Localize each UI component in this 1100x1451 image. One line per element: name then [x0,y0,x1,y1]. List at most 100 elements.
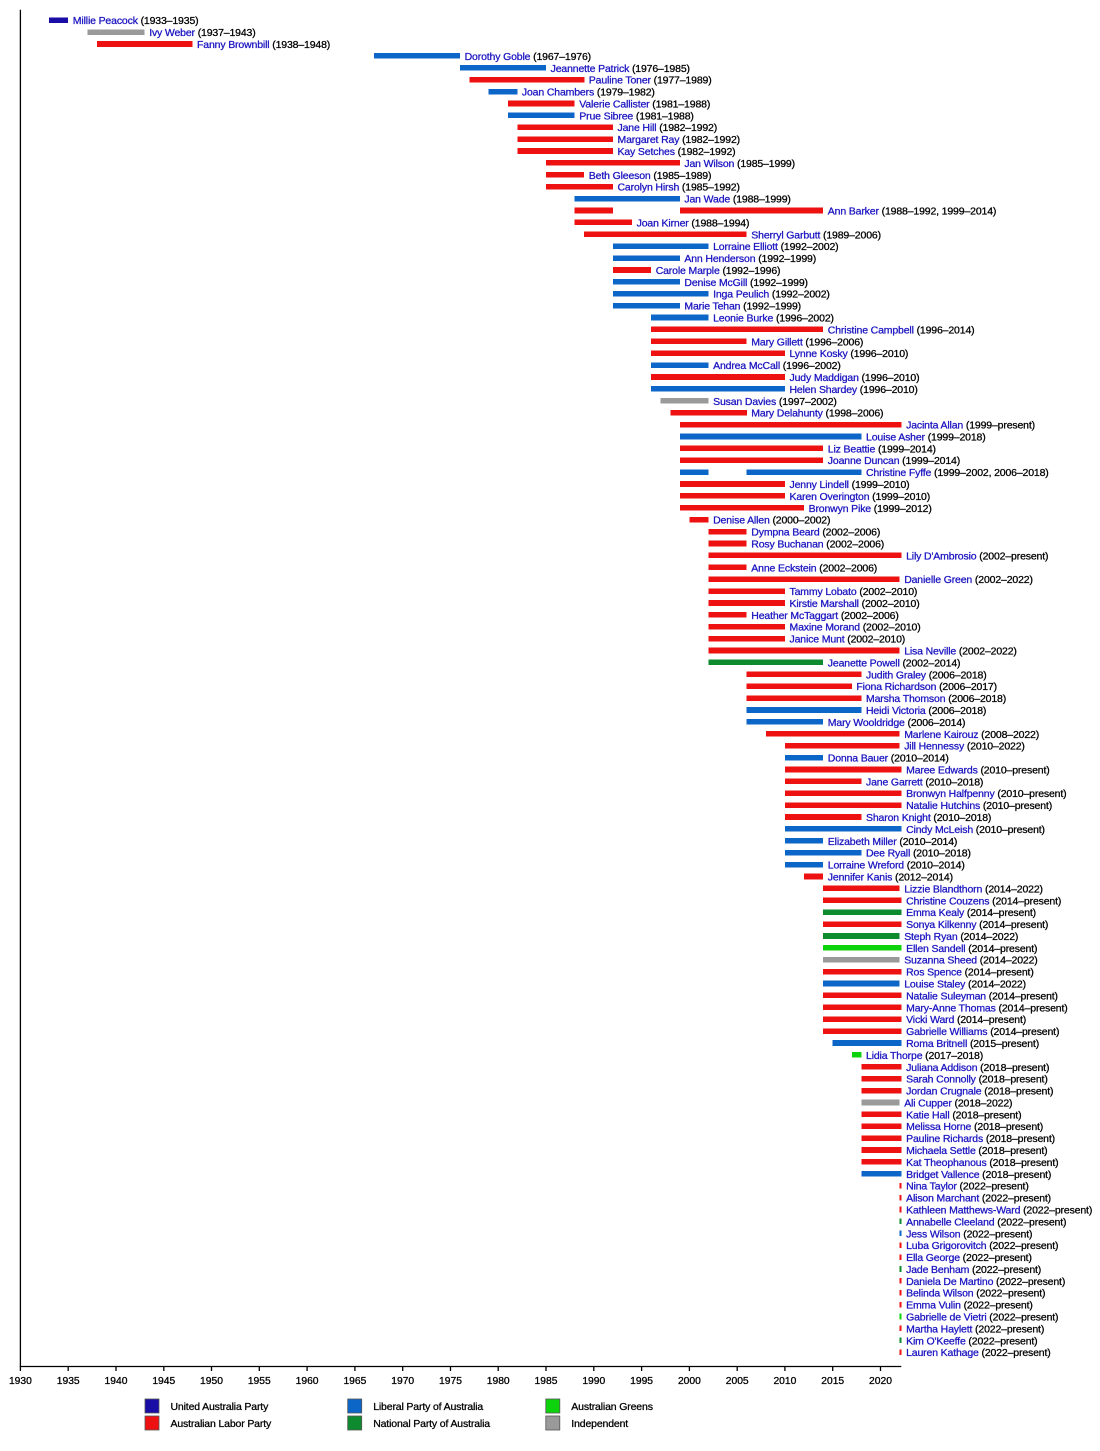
svg-text:Margaret Ray (1982–1992): Margaret Ray (1982–1992) [618,134,740,146]
svg-text:2020: 2020 [869,1376,892,1387]
svg-text:Gabrielle Williams (2014–prese: Gabrielle Williams (2014–present) [906,1026,1059,1038]
svg-text:2015: 2015 [821,1376,844,1387]
svg-text:1980: 1980 [487,1376,510,1387]
svg-text:Ella George (2022–present): Ella George (2022–present) [906,1252,1032,1264]
svg-text:Emma Kealy (2014–present): Emma Kealy (2014–present) [906,907,1036,919]
svg-text:Dympna Beard (2002–2006): Dympna Beard (2002–2006) [751,527,880,539]
svg-text:Bronwyn Halfpenny (2010–presen: Bronwyn Halfpenny (2010–present) [906,788,1066,800]
svg-text:Heather McTaggart (2002–2006): Heather McTaggart (2002–2006) [751,610,898,622]
svg-text:Melissa Horne (2018–present): Melissa Horne (2018–present) [906,1121,1043,1133]
svg-text:Lauren Kathage (2022–present): Lauren Kathage (2022–present) [906,1347,1051,1359]
svg-text:Natalie Hutchins (2010–present: Natalie Hutchins (2010–present) [906,800,1052,812]
svg-text:1960: 1960 [296,1376,319,1387]
svg-text:Janice Munt (2002–2010): Janice Munt (2002–2010) [790,634,906,646]
svg-text:Jeanette Powell (2002–2014): Jeanette Powell (2002–2014) [828,657,961,669]
svg-text:Carolyn Hirsh (1985–1992): Carolyn Hirsh (1985–1992) [618,182,740,194]
svg-text:Liz Beattie (1999–2014): Liz Beattie (1999–2014) [828,443,936,455]
svg-text:Natalie Suleyman (2014–present: Natalie Suleyman (2014–present) [906,990,1058,1002]
svg-text:Lizzie Blandthorn (2014–2022): Lizzie Blandthorn (2014–2022) [904,883,1043,895]
svg-text:Gabrielle de Vietri (2022–pres: Gabrielle de Vietri (2022–present) [906,1312,1058,1324]
svg-text:Kat Theophanous (2018–present): Kat Theophanous (2018–present) [906,1157,1058,1169]
svg-text:Jeannette Patrick (1976–1985): Jeannette Patrick (1976–1985) [551,63,690,75]
svg-text:Christine Campbell (1996–2014): Christine Campbell (1996–2014) [828,324,975,336]
svg-text:Ros Spence (2014–present): Ros Spence (2014–present) [906,967,1034,979]
svg-text:Rosy Buchanan (2002–2006): Rosy Buchanan (2002–2006) [751,539,884,551]
svg-text:Christine Couzens (2014–presen: Christine Couzens (2014–present) [906,895,1061,907]
svg-text:Jane Hill (1982–1992): Jane Hill (1982–1992) [618,122,718,134]
svg-text:Elizabeth Miller (2010–2014): Elizabeth Miller (2010–2014) [828,836,957,848]
svg-text:1970: 1970 [391,1376,414,1387]
svg-text:Joan Chambers (1979–1982): Joan Chambers (1979–1982) [522,87,655,99]
svg-text:Sherryl Garbutt (1989–2006): Sherryl Garbutt (1989–2006) [751,229,881,241]
svg-text:Donna Bauer (2010–2014): Donna Bauer (2010–2014) [828,753,949,765]
svg-text:Louise Asher (1999–2018): Louise Asher (1999–2018) [866,432,986,444]
svg-text:Jill Hennessy (2010–2022): Jill Hennessy (2010–2022) [904,741,1025,753]
svg-text:Fanny Brownbill (1938–1948): Fanny Brownbill (1938–1948) [197,39,330,51]
svg-text:National Party of Australia: National Party of Australia [373,1418,490,1430]
svg-text:1945: 1945 [152,1376,175,1387]
svg-text:Mary Wooldridge (2006–2014): Mary Wooldridge (2006–2014) [828,717,966,729]
svg-text:Joanne Duncan (1999–2014): Joanne Duncan (1999–2014) [828,455,960,467]
svg-text:2010: 2010 [773,1376,796,1387]
svg-text:Karen Overington (1999–2010): Karen Overington (1999–2010) [790,491,931,503]
svg-text:Fiona Richardson (2006–2017): Fiona Richardson (2006–2017) [856,681,997,693]
svg-text:Helen Shardey (1996–2010): Helen Shardey (1996–2010) [790,384,918,396]
svg-text:Sarah Connolly (2018–present): Sarah Connolly (2018–present) [906,1074,1048,1086]
svg-text:Annabelle Cleeland (2022–prese: Annabelle Cleeland (2022–present) [906,1216,1066,1228]
svg-text:Kay Setches (1982–1992): Kay Setches (1982–1992) [618,146,736,158]
svg-text:Prue Sibree (1981–1988): Prue Sibree (1981–1988) [579,110,693,122]
svg-text:Lily D'Ambrosio (2002–present): Lily D'Ambrosio (2002–present) [906,550,1048,562]
svg-text:Maxine Morand (2002–2010): Maxine Morand (2002–2010) [790,622,921,634]
svg-text:Danielle Green (2002–2022): Danielle Green (2002–2022) [904,574,1033,586]
svg-text:Martha Haylett (2022–present): Martha Haylett (2022–present) [906,1323,1044,1335]
svg-text:Andrea McCall (1996–2002): Andrea McCall (1996–2002) [713,360,841,372]
svg-text:Cindy McLeish (2010–present): Cindy McLeish (2010–present) [906,824,1045,836]
svg-text:Lisa Neville (2002–2022): Lisa Neville (2002–2022) [904,646,1017,658]
svg-text:Mary-Anne Thomas (2014–present: Mary-Anne Thomas (2014–present) [906,1002,1068,1014]
svg-text:Leonie Burke (1996–2002): Leonie Burke (1996–2002) [713,313,834,325]
svg-text:Dorothy Goble (1967–1976): Dorothy Goble (1967–1976) [465,51,591,63]
svg-text:Jane Garrett (2010–2018): Jane Garrett (2010–2018) [866,776,983,788]
svg-text:Mary Delahunty (1998–2006): Mary Delahunty (1998–2006) [751,408,883,420]
svg-text:2000: 2000 [678,1376,701,1387]
svg-text:Dee Ryall (2010–2018): Dee Ryall (2010–2018) [866,848,971,860]
svg-text:Jacinta Allan (1999–present): Jacinta Allan (1999–present) [906,420,1035,432]
svg-text:1935: 1935 [57,1376,80,1387]
svg-text:Daniela De Martino (2022–prese: Daniela De Martino (2022–present) [906,1276,1065,1288]
svg-text:Luba Grigorovitch (2022–presen: Luba Grigorovitch (2022–present) [906,1240,1058,1252]
svg-text:Sonya Kilkenny (2014–present): Sonya Kilkenny (2014–present) [906,919,1048,931]
svg-text:Vicki Ward (2014–present): Vicki Ward (2014–present) [906,1014,1026,1026]
svg-text:Ali Cupper (2018–2022): Ali Cupper (2018–2022) [904,1098,1012,1110]
svg-text:Roma Britnell (2015–present): Roma Britnell (2015–present) [906,1038,1039,1050]
svg-text:Judy Maddigan (1996–2010): Judy Maddigan (1996–2010) [790,372,920,384]
svg-text:2005: 2005 [726,1376,749,1387]
svg-text:Jade Benham (2022–present): Jade Benham (2022–present) [906,1264,1041,1276]
svg-text:Kathleen Matthews-Ward (2022–p: Kathleen Matthews-Ward (2022–present) [906,1205,1092,1217]
svg-text:Pauline Richards (2018–present: Pauline Richards (2018–present) [906,1133,1055,1145]
svg-text:Judith Graley (2006–2018): Judith Graley (2006–2018) [866,669,987,681]
svg-text:Valerie Callister (1981–1988): Valerie Callister (1981–1988) [579,99,710,111]
svg-text:Jess Wilson (2022–present): Jess Wilson (2022–present) [906,1228,1032,1240]
svg-text:Pauline Toner (1977–1989): Pauline Toner (1977–1989) [589,75,712,87]
svg-text:Nina Taylor (2022–present): Nina Taylor (2022–present) [906,1181,1029,1193]
svg-text:United Australia Party: United Australia Party [171,1401,270,1413]
svg-text:Lorraine Wreford (2010–2014): Lorraine Wreford (2010–2014) [828,860,965,872]
svg-text:Alison Marchant (2022–present): Alison Marchant (2022–present) [906,1193,1051,1205]
svg-text:Kim O'Keeffe (2022–present): Kim O'Keeffe (2022–present) [906,1335,1037,1347]
svg-text:Anne Eckstein (2002–2006): Anne Eckstein (2002–2006) [751,562,877,574]
svg-text:Lynne Kosky (1996–2010): Lynne Kosky (1996–2010) [790,348,909,360]
svg-text:Bronwyn Pike (1999–2012): Bronwyn Pike (1999–2012) [809,503,932,515]
svg-text:Jenny Lindell (1999–2010): Jenny Lindell (1999–2010) [790,479,910,491]
svg-text:Emma Vulin (2022–present): Emma Vulin (2022–present) [906,1300,1033,1312]
svg-text:Marlene Kairouz (2008–2022): Marlene Kairouz (2008–2022) [904,729,1039,741]
svg-text:Carole Marple (1992–1996): Carole Marple (1992–1996) [656,265,781,277]
svg-text:1940: 1940 [105,1376,128,1387]
svg-text:Ellen Sandell (2014–present): Ellen Sandell (2014–present) [906,943,1037,955]
svg-text:1990: 1990 [582,1376,605,1387]
svg-text:Lidia Thorpe (2017–2018): Lidia Thorpe (2017–2018) [866,1050,983,1062]
svg-text:Jordan Crugnale (2018–present): Jordan Crugnale (2018–present) [906,1086,1053,1098]
svg-text:1955: 1955 [248,1376,271,1387]
svg-text:1930: 1930 [9,1376,32,1387]
svg-text:Tammy Lobato (2002–2010): Tammy Lobato (2002–2010) [790,586,918,598]
svg-text:Beth Gleeson (1985–1989): Beth Gleeson (1985–1989) [589,170,712,182]
